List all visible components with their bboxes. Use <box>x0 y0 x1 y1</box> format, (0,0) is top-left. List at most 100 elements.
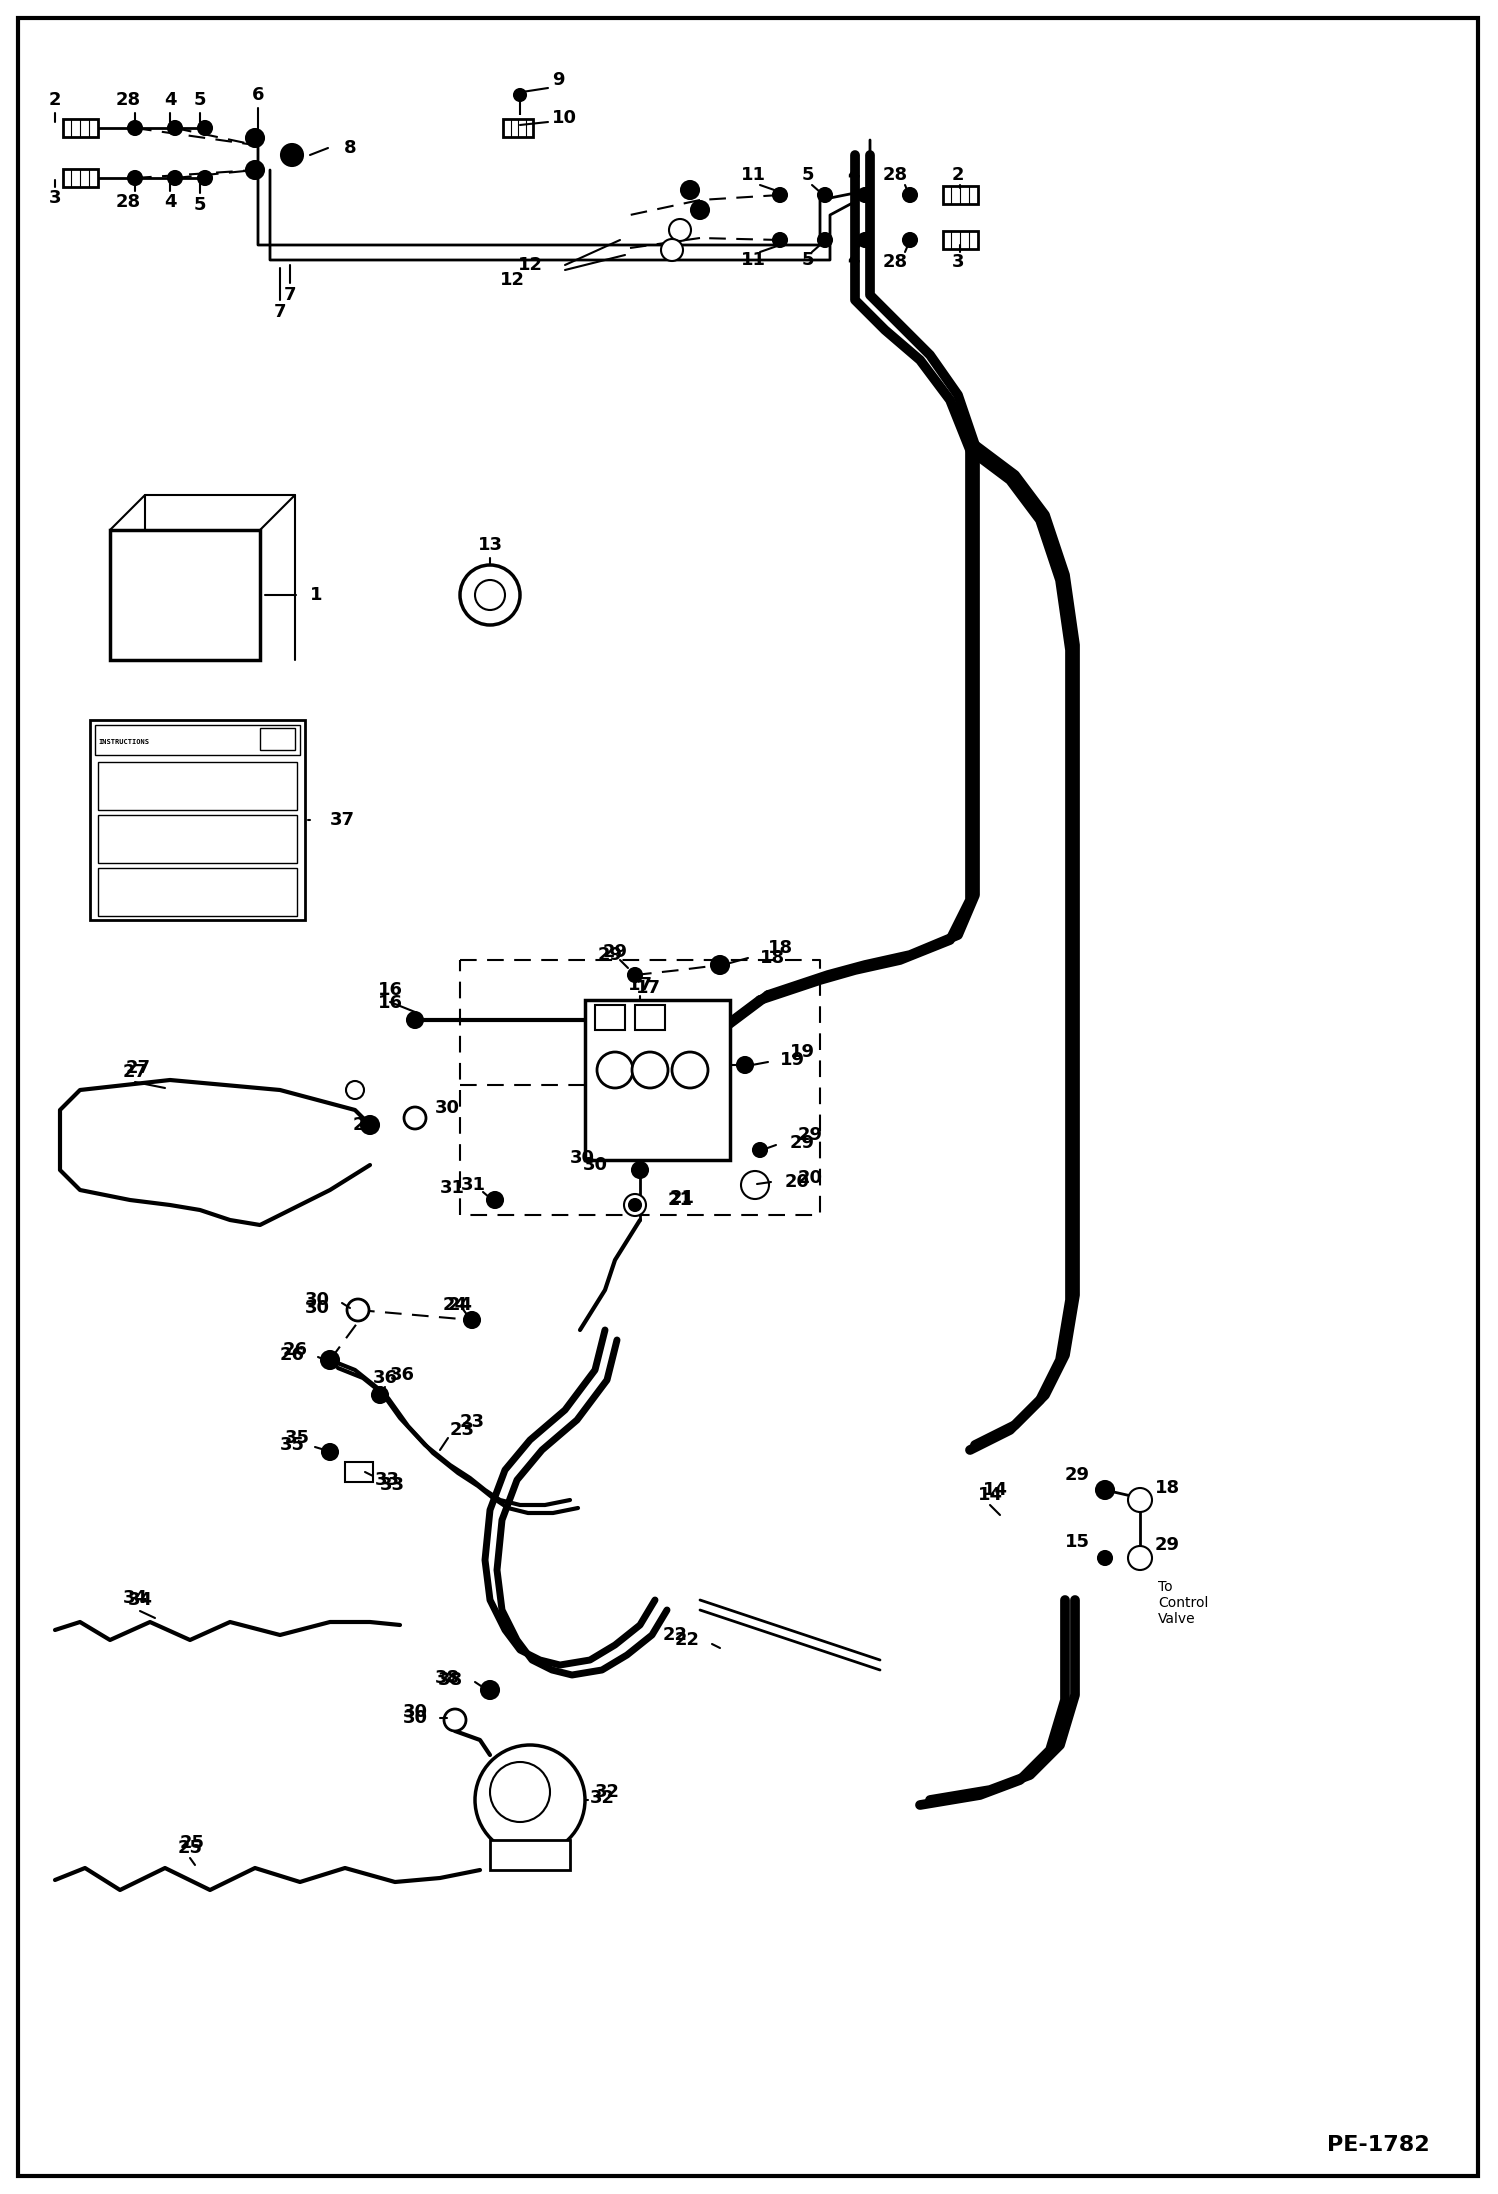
Text: 34: 34 <box>127 1591 153 1608</box>
Text: 1: 1 <box>310 586 322 603</box>
Text: 28: 28 <box>882 167 908 184</box>
Text: 29: 29 <box>1155 1536 1180 1553</box>
Circle shape <box>514 90 526 101</box>
Text: 30: 30 <box>583 1156 608 1174</box>
Text: 3: 3 <box>951 252 965 272</box>
Circle shape <box>443 1709 466 1731</box>
Circle shape <box>168 121 181 136</box>
Text: 7: 7 <box>274 303 286 320</box>
Circle shape <box>632 1051 668 1088</box>
Circle shape <box>742 1172 768 1198</box>
Bar <box>63 118 97 136</box>
Text: 24: 24 <box>442 1297 467 1314</box>
Circle shape <box>460 566 520 625</box>
Text: 4: 4 <box>846 250 860 270</box>
Bar <box>595 1005 625 1029</box>
Text: 10: 10 <box>551 110 577 127</box>
Text: 5: 5 <box>801 250 815 270</box>
Text: 13: 13 <box>478 535 502 555</box>
Text: 30: 30 <box>306 1290 330 1310</box>
Text: 23: 23 <box>449 1422 475 1439</box>
Circle shape <box>404 1108 425 1130</box>
Circle shape <box>670 219 691 241</box>
Circle shape <box>246 160 264 180</box>
Text: 29: 29 <box>789 1134 815 1152</box>
Text: 18: 18 <box>759 950 785 968</box>
Text: 11: 11 <box>740 250 765 270</box>
Text: 25: 25 <box>180 1834 205 1852</box>
Circle shape <box>321 1352 339 1369</box>
Text: 25: 25 <box>177 1839 202 1856</box>
Text: 11: 11 <box>740 167 765 184</box>
Text: 35: 35 <box>280 1437 306 1455</box>
Text: 22: 22 <box>664 1626 688 1643</box>
Text: 4: 4 <box>846 167 860 184</box>
Circle shape <box>903 233 917 248</box>
Text: 24: 24 <box>448 1297 472 1314</box>
Circle shape <box>487 1191 503 1209</box>
Text: 27: 27 <box>126 1060 150 1077</box>
Text: 16: 16 <box>377 994 403 1011</box>
Text: 8: 8 <box>343 138 357 158</box>
Circle shape <box>322 1444 339 1459</box>
Text: 26: 26 <box>354 1117 377 1134</box>
Text: 2: 2 <box>49 90 61 110</box>
Bar <box>942 186 978 204</box>
Text: 30: 30 <box>571 1150 595 1167</box>
Text: 29: 29 <box>602 943 628 961</box>
Text: 3: 3 <box>49 189 61 206</box>
Text: 14: 14 <box>978 1485 1002 1505</box>
Circle shape <box>127 171 142 184</box>
Text: 30: 30 <box>434 1099 460 1117</box>
Text: 26: 26 <box>280 1345 306 1365</box>
Text: 28: 28 <box>115 193 141 211</box>
Circle shape <box>346 1082 364 1099</box>
Circle shape <box>773 189 786 202</box>
Circle shape <box>127 121 142 136</box>
Bar <box>94 724 300 755</box>
Circle shape <box>168 171 181 184</box>
Circle shape <box>818 189 831 202</box>
Text: 28: 28 <box>882 252 908 272</box>
Circle shape <box>407 1011 422 1029</box>
Bar <box>261 728 295 750</box>
Circle shape <box>903 189 917 202</box>
Circle shape <box>198 121 213 136</box>
Bar <box>97 761 297 810</box>
Text: 34: 34 <box>123 1588 147 1606</box>
Circle shape <box>712 957 730 974</box>
Circle shape <box>282 145 303 167</box>
Text: 7: 7 <box>283 285 297 305</box>
Circle shape <box>361 1117 379 1134</box>
Circle shape <box>475 1744 586 1854</box>
Circle shape <box>475 579 505 610</box>
Text: 35: 35 <box>285 1428 310 1448</box>
Text: 27: 27 <box>123 1064 147 1082</box>
Circle shape <box>773 233 786 248</box>
Text: 6: 6 <box>252 86 264 103</box>
Circle shape <box>1128 1547 1152 1571</box>
Circle shape <box>348 1299 369 1321</box>
Circle shape <box>464 1312 479 1327</box>
Text: 15: 15 <box>1065 1534 1091 1551</box>
Bar <box>942 230 978 248</box>
Bar <box>635 1005 665 1029</box>
Circle shape <box>246 129 264 147</box>
Text: 14: 14 <box>983 1481 1008 1499</box>
Bar <box>345 1461 373 1481</box>
Circle shape <box>1097 1481 1115 1499</box>
Text: 9: 9 <box>551 70 565 90</box>
Text: 30: 30 <box>403 1709 428 1727</box>
Text: 2: 2 <box>951 167 965 184</box>
Circle shape <box>682 180 700 200</box>
Bar <box>503 118 533 136</box>
Bar <box>63 169 97 186</box>
Bar <box>90 720 306 919</box>
Text: 29: 29 <box>598 946 623 963</box>
Text: 38: 38 <box>437 1672 463 1689</box>
Circle shape <box>673 1051 709 1088</box>
Text: 12: 12 <box>517 257 542 274</box>
Text: 18: 18 <box>1155 1479 1180 1496</box>
Text: 31: 31 <box>440 1178 464 1198</box>
Circle shape <box>858 233 872 248</box>
